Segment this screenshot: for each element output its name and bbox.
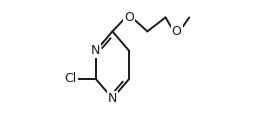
Text: N: N [91, 44, 100, 57]
Text: Cl: Cl [65, 72, 77, 85]
Text: N: N [108, 92, 117, 105]
Text: O: O [124, 11, 134, 24]
Text: O: O [172, 25, 182, 38]
